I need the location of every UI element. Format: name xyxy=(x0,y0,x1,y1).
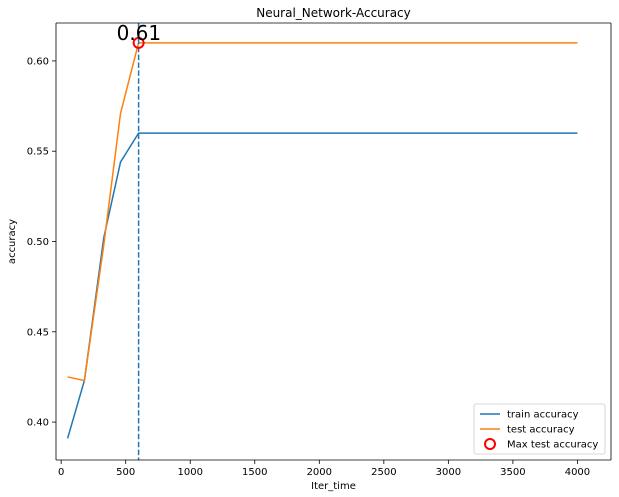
x-tick-label: 3000 xyxy=(436,467,461,478)
legend-box xyxy=(473,403,606,455)
chart-title: Neural_Network-Accuracy xyxy=(256,6,411,20)
ticks-layer: 0 500 1000 1500 2000 2500 3000 3500 4000 0.40 0.45… xyxy=(27,56,590,478)
legend-label-test-accuracy: test accuracy xyxy=(507,425,575,436)
x-tick-label: 3500 xyxy=(500,467,525,478)
max-test-accuracy-label: 0.61 xyxy=(117,21,162,45)
legend-label-max-test-accuracy: Max test accuracy xyxy=(507,440,598,451)
x-tick-label: 4000 xyxy=(565,467,590,478)
x-tick-label: 1000 xyxy=(178,467,203,478)
x-axis-label: Iter_time xyxy=(311,481,356,492)
plot-area xyxy=(56,23,611,460)
series-line-train-accuracy xyxy=(66,132,578,439)
legend-label-train-accuracy: train accuracy xyxy=(507,410,579,421)
y-tick-label: 0.55 xyxy=(27,147,49,158)
x-tick-label: 0 xyxy=(58,467,64,478)
series-line-test-accuracy xyxy=(67,42,578,382)
legend-swatch-max-test-accuracy xyxy=(484,438,496,450)
x-tick-label: 1500 xyxy=(242,467,267,478)
y-tick-label: 0.60 xyxy=(27,56,49,67)
series-layer xyxy=(66,42,578,439)
max-test-accuracy-marker xyxy=(132,36,145,49)
y-tick-label: 0.40 xyxy=(27,418,49,429)
y-axis-label: accuracy xyxy=(7,219,18,264)
x-tick-label: 500 xyxy=(116,467,135,478)
y-tick-label: 0.50 xyxy=(27,237,49,248)
x-tick-label: 2000 xyxy=(307,467,332,478)
annotation-layer: 0.61 xyxy=(117,21,162,460)
y-tick-label: 0.45 xyxy=(27,327,49,338)
x-tick-label: 2500 xyxy=(371,467,396,478)
legend: train accuracy test accuracy Max test accu… xyxy=(473,403,606,455)
